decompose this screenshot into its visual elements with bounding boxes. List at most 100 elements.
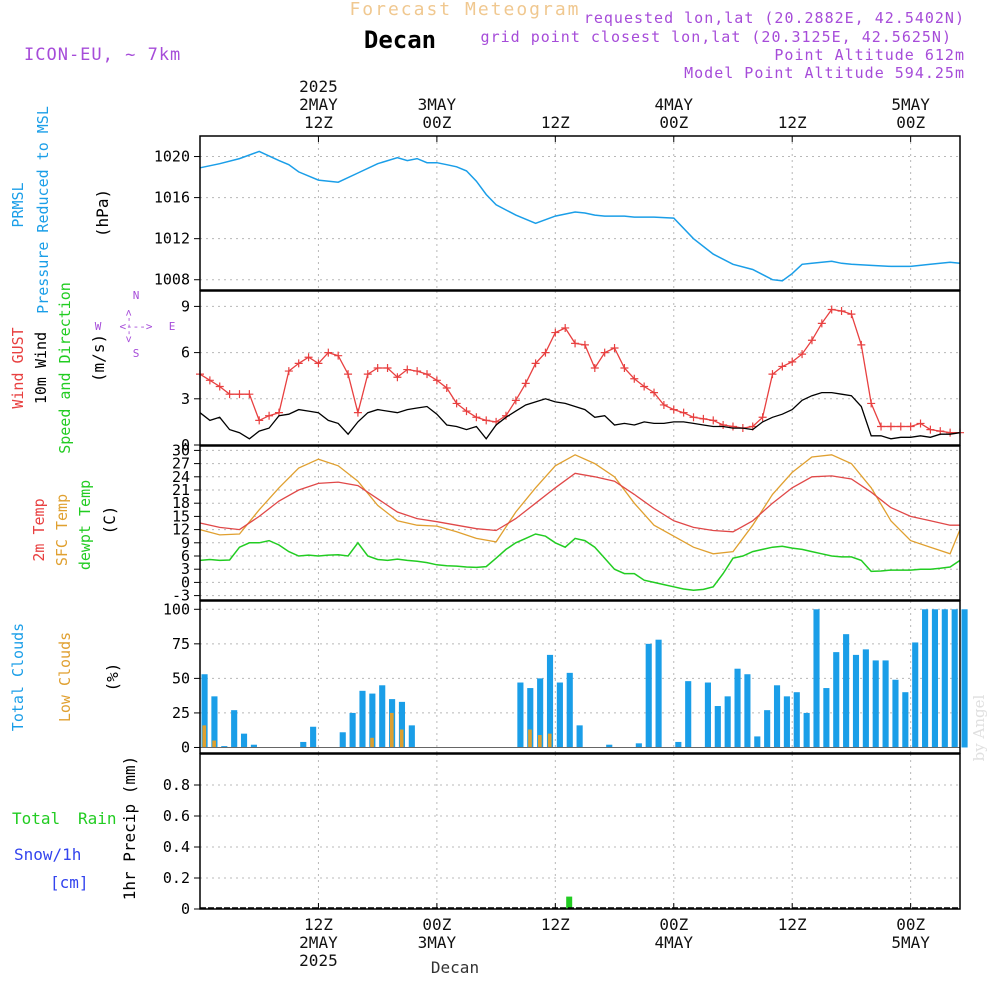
gust-point [758,413,767,422]
gust-point [521,379,530,388]
gust-point [265,411,274,420]
gust-point [778,362,787,371]
gust-point [215,382,224,391]
y-tick-label: 3 [181,560,190,578]
total-cloud-bar [882,660,889,748]
gust-point [452,399,461,408]
y-tick-label: 0 [181,900,190,918]
top-time-label: 5MAY [891,95,930,114]
y-tick-label: 0.8 [163,776,190,794]
y-tick-label: 1012 [154,230,190,248]
top-time-label: 4MAY [655,95,694,114]
gust-point [314,359,323,368]
gust-point [383,364,392,372]
y-tick-label: 1016 [154,189,190,207]
total-cloud-bar [517,682,524,748]
top-time-label: 00Z [896,113,925,132]
y-tick-label: 50 [172,669,190,687]
top-time-label: 12Z [778,113,807,132]
gust-point [541,348,550,357]
gust-point [807,336,816,345]
y-tick-label: 1020 [154,148,190,166]
low-cloud-bar [212,740,216,748]
gust-point [353,408,362,417]
gust-point [709,416,718,425]
y-tick-label: 0 [181,738,190,756]
low-cloud-bar [399,729,404,748]
gust-line [199,308,960,434]
total-cloud-bar [862,649,869,748]
top-time-label: 12Z [304,113,333,132]
total-cloud-bar [931,609,939,748]
gust-point [788,357,797,366]
top-time-label: 00Z [659,113,688,132]
gust-point [245,390,254,399]
gust-point [225,390,234,399]
y-tick-label: 6 [181,547,190,565]
panel-frame [199,753,961,910]
gust-point [511,396,520,405]
total-cloud-bar [912,642,919,748]
gust-point [442,384,451,393]
gust-point [719,420,728,429]
gust-point [689,413,698,422]
total-cloud-bar [655,639,662,748]
gust-point [669,405,678,414]
total-cloud-bar [408,725,415,748]
y-tick-label: 0.6 [163,807,190,825]
gust-point [580,340,589,349]
top-time-label: 2MAY [299,95,338,114]
bottom-time-label: 12Z [304,915,333,934]
y-tick-label: 1008 [154,271,190,289]
total-cloud-bar [704,682,711,748]
total-cloud-bar [645,643,652,748]
t2m-label: 2m Temp [30,498,48,561]
top-time-label: 00Z [422,113,451,132]
y-tick-label: 24 [172,468,190,486]
y-tick-label: 27 [172,455,190,473]
grid-coords: grid point closest lon,lat (20.3125E, 42… [481,28,952,46]
total-cloud-bar [310,726,317,748]
model-altitude: Model Point Altitude 594.25m [684,64,965,82]
gust-point [413,367,422,376]
gust-point [659,400,668,409]
gust-point [304,353,313,362]
gust-point [896,422,905,431]
gust-point [482,416,491,425]
gust-point [610,343,619,352]
total-cloud-bar [803,712,810,748]
top-time-label: 12Z [541,113,570,132]
total-cloud-bar [744,674,751,748]
compass-ns-arrows: <---> [122,309,135,342]
bottom-time-label: 12Z [541,915,570,934]
gust-point [926,425,935,434]
total-cloud-bar [793,692,800,748]
y-tick-label: 0 [181,573,190,591]
gust-point [946,428,955,437]
gust-point [679,408,688,417]
temp-unit: (C) [100,506,119,535]
total-cloud-bar [902,692,909,748]
bottom-time-label: 2MAY [299,933,338,952]
total-cloud-bar [606,744,613,748]
pressure-unit: (hPa) [93,189,112,237]
wind-gust-label: Wind GUST [9,327,27,408]
wind-direction-label: Speed and Direction [56,282,74,454]
y-tick-label: 0.4 [163,838,190,856]
y-tick-label: 12 [172,521,190,539]
total-cloud-bar [813,609,820,748]
total-clouds-label: Total Clouds [9,623,27,731]
clouds-unit: (%) [103,663,122,692]
gust-point [798,350,807,359]
compass-west: W [95,320,102,333]
gust-point [640,382,649,391]
total-cloud-bar [379,685,386,748]
panel-frame [199,135,961,291]
dewpt-label: dewpt Temp [76,480,94,570]
gust-point [867,399,876,408]
total-cloud-bar [537,678,544,748]
total-cloud-bar [300,741,307,748]
total-cloud-bar [566,672,573,748]
dewpoint-line [199,533,961,592]
